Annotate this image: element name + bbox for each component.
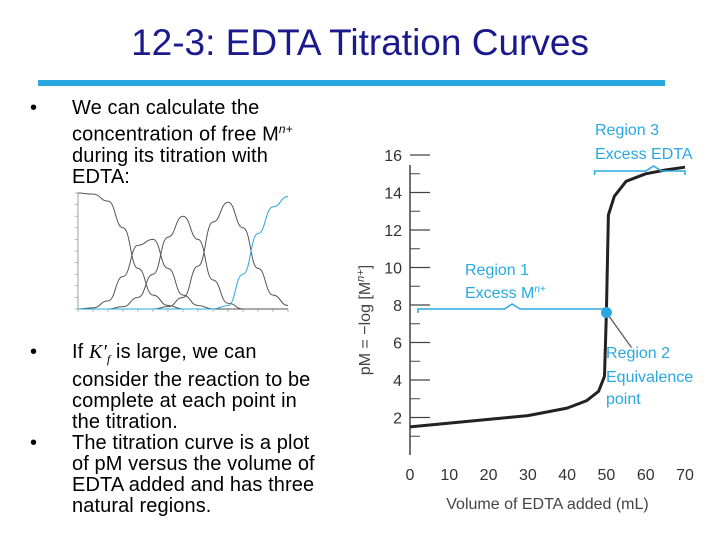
y-tick-label: 10: [384, 261, 402, 278]
y-tick-label: 14: [384, 186, 402, 203]
species-curve: [77, 238, 288, 310]
titration-curve-chart: 2 4 6 8 10 12 14 16 0 10 20 30 40 50 60 70 Volume of EDT…: [355, 122, 694, 513]
y-axis-label: pM = −log [Mn+]: [355, 265, 374, 375]
bullet-dot: •: [30, 97, 38, 119]
bullet-dot: •: [30, 432, 38, 454]
equivalence-pointer: [605, 312, 632, 348]
equivalence-point-marker: [600, 307, 612, 318]
region-2-sublabel-2: point: [606, 391, 641, 408]
kf-symbol: K′f: [89, 341, 111, 367]
x-axis-label: Volume of EDTA added (mL): [446, 496, 648, 513]
region-3-bracket: [593, 165, 686, 175]
y-tick-label: 6: [393, 336, 402, 353]
region-2-label: Region 2: [606, 345, 670, 362]
species-curve: [78, 201, 289, 310]
region-3-label: Region 3: [595, 122, 659, 139]
species-curve: [78, 195, 289, 310]
region-1-bracket: [417, 303, 608, 313]
bullet-dot: •: [30, 341, 38, 363]
slide-title: 12-3: EDTA Titration Curves: [131, 22, 589, 63]
y-tick-label: 8: [393, 298, 402, 315]
x-tick-label: 20: [480, 467, 498, 484]
bullet-2-post: is large, we can consider the reaction t…: [72, 341, 311, 433]
y-tick-label: 16: [384, 148, 402, 165]
x-tick-label: 0: [406, 467, 415, 484]
x-tick-label: 60: [637, 467, 655, 484]
x-tick-label: 40: [558, 467, 576, 484]
bullet-2: • If K′f is large, we can consider the r…: [30, 342, 330, 517]
y-tick-label: 2: [393, 411, 402, 428]
titration-curve-line: [409, 165, 686, 429]
x-tick-label: 70: [676, 467, 694, 484]
bullet-1-tail: during its titration with EDTA:: [72, 144, 268, 188]
region-1-sublabel: Excess Mn+: [465, 284, 546, 302]
bullet-3-text: The titration curve is a plot of pM vers…: [72, 432, 315, 517]
species-curve: [77, 192, 288, 310]
x-tick-label: 30: [519, 467, 537, 484]
region-3-sublabel: Excess EDTA: [595, 146, 693, 163]
y-tick-label: 12: [384, 223, 402, 240]
x-tick-label: 10: [440, 467, 458, 484]
species-distribution-thumbnail: [75, 192, 289, 312]
bullet-2-pre: If: [72, 341, 84, 363]
y-tick-label: 4: [393, 373, 402, 390]
x-tick-label: 50: [598, 467, 616, 484]
bullet-1-sup: n+: [278, 122, 293, 136]
title-divider: [38, 80, 665, 86]
bullet-1-text: We can calculate the concentration of fr…: [72, 97, 279, 146]
region-1-label: Region 1: [465, 262, 529, 279]
bullet-1: • We can calculate the concentration of …: [30, 98, 330, 188]
region-2-sublabel: Equivalence: [606, 369, 693, 386]
